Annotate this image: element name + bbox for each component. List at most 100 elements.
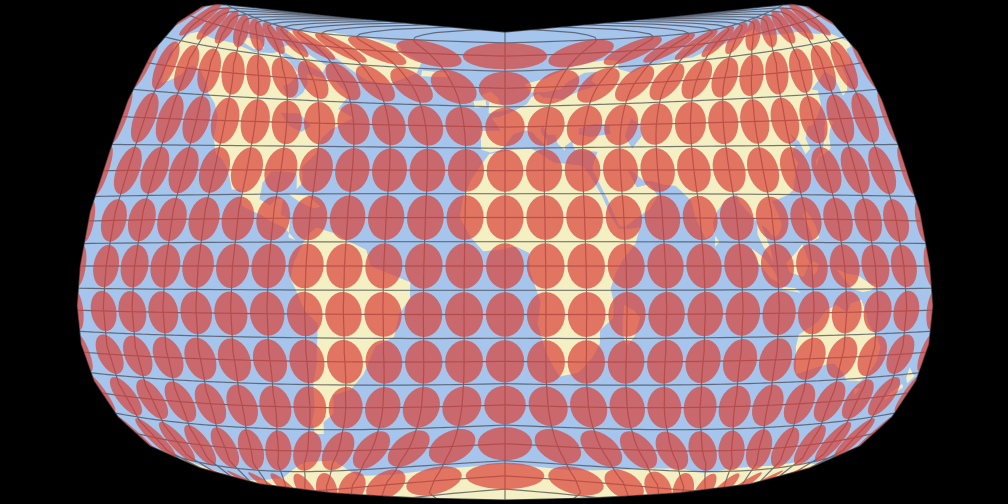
landmass-ireland — [473, 100, 487, 108]
tissot-indicatrix — [216, 243, 249, 289]
tissot-indicatrix — [883, 199, 910, 242]
tissot-indicatrix — [603, 36, 662, 66]
tissot-indicatrix — [890, 244, 917, 288]
tissot-indicatrix — [685, 339, 721, 384]
tissot-indicatrix — [157, 197, 187, 242]
tissot-indicatrix — [687, 291, 724, 337]
tissot-indicatrix — [485, 107, 525, 147]
tissot-indicatrix — [747, 147, 780, 193]
tissot-indicatrix — [796, 244, 828, 288]
tissot-indicatrix — [570, 386, 608, 428]
tissot-indicatrix — [798, 291, 830, 335]
tissot-indicatrix — [609, 387, 645, 429]
tissot-indicatrix — [793, 337, 826, 380]
tissot-indicatrix — [396, 39, 462, 68]
tissot-indicatrix — [445, 243, 484, 289]
tissot-indicatrix — [567, 292, 606, 337]
tissot-indicatrix — [886, 334, 915, 374]
tissot-indicatrix — [293, 431, 322, 471]
tissot-indicatrix — [197, 48, 221, 93]
tissot-indicatrix — [150, 244, 181, 288]
tissot-indicatrix — [136, 379, 169, 420]
tissot-indicatrix — [688, 431, 717, 471]
tissot-indicatrix — [708, 100, 739, 145]
tissot-indicatrix — [811, 146, 842, 194]
tissot-indicatrix — [718, 430, 745, 471]
tissot-indicatrix — [256, 196, 291, 241]
tissot-indicatrix — [304, 101, 336, 145]
graticule-parallel — [164, 36, 846, 72]
tissot-indicatrix — [683, 386, 717, 429]
tissot-indicatrix — [655, 431, 689, 471]
tissot-indicatrix — [366, 469, 406, 500]
tissot-indicatrix — [761, 243, 794, 289]
tissot-indicatrix — [840, 146, 870, 194]
tissot-indicatrix — [762, 291, 796, 336]
tissot-indicatrix — [271, 100, 302, 145]
tissot-indicatrix — [607, 340, 645, 384]
tissot-indicatrix — [405, 340, 443, 384]
tissot-indicatrix — [603, 148, 638, 192]
tissot-indicatrix — [259, 385, 292, 428]
tissot-indicatrix — [152, 41, 180, 90]
tissot-indicatrix — [158, 421, 195, 462]
tissot-indicatrix — [252, 339, 288, 383]
tissot-indicatrix — [135, 418, 176, 457]
tissot-indicatrix — [348, 36, 407, 66]
tissot-indicatrix — [566, 195, 603, 240]
tissot-indicatrix — [719, 196, 754, 241]
tissot-indicatrix — [793, 424, 826, 465]
tissot-indicatrix — [326, 243, 363, 289]
tissot-indicatrix — [271, 57, 299, 98]
tissot-indicatrix — [217, 338, 252, 382]
tissot-indicatrix — [184, 424, 217, 465]
tissot-indicatrix — [365, 387, 401, 429]
tissot-indicatrix — [328, 386, 363, 429]
tissot-indicatrix — [442, 386, 482, 427]
tissot-indicatrix — [404, 292, 443, 337]
graticule-parallel — [133, 88, 877, 108]
tissot-indicatrix — [739, 54, 764, 97]
tissot-indicatrix — [292, 195, 328, 241]
tissot-indicatrix — [533, 69, 580, 104]
tissot-indicatrix — [337, 103, 370, 145]
tissot-indicatrix — [118, 291, 147, 333]
tissot-indicatrix — [184, 337, 217, 380]
tissot-indicatrix — [485, 340, 525, 383]
tissot-indicatrix — [826, 336, 858, 379]
tissot-indicatrix — [405, 243, 443, 289]
graticule-parallel — [94, 193, 916, 198]
tissot-indicatrix — [210, 427, 239, 468]
tissot-indicatrix — [251, 243, 286, 289]
tissot-indicatrix — [725, 291, 761, 336]
tissot-indicatrix — [93, 244, 120, 288]
tissot-indicatrix — [567, 243, 605, 289]
tissot-indicatrix — [168, 146, 199, 194]
tissot-indicatrix — [823, 197, 853, 242]
tissot-indicatrix — [788, 4, 831, 36]
tissot-indicatrix — [674, 101, 706, 145]
graticule-parallel — [84, 241, 926, 245]
tissot-indicatrix — [526, 195, 564, 240]
tissot-indicatrix — [164, 381, 197, 422]
tissot-indicatrix — [485, 292, 525, 337]
tissot-indicatrix — [371, 104, 406, 146]
tissot-indicatrix — [526, 292, 565, 337]
tissot-indicatrix — [580, 430, 623, 467]
tissot-indicatrix — [477, 427, 533, 461]
tissot-indicatrix — [95, 334, 124, 374]
tissot-indicatrix — [368, 195, 405, 240]
tissot-indicatrix — [214, 11, 239, 44]
tissot-indicatrix — [446, 195, 484, 240]
tissot-indicatrix — [566, 105, 603, 146]
tissot-indicatrix — [286, 291, 323, 337]
tissot-indicatrix — [486, 149, 524, 192]
tissot-indicatrix — [857, 335, 887, 377]
tissot-indicatrix — [745, 429, 773, 470]
tissot-indicatrix — [677, 147, 711, 193]
tissot-indicatrix — [841, 379, 874, 420]
tissot-indicatrix — [249, 291, 285, 336]
tissot-indicatrix — [644, 195, 681, 241]
tissot-indicatrix — [478, 71, 532, 105]
